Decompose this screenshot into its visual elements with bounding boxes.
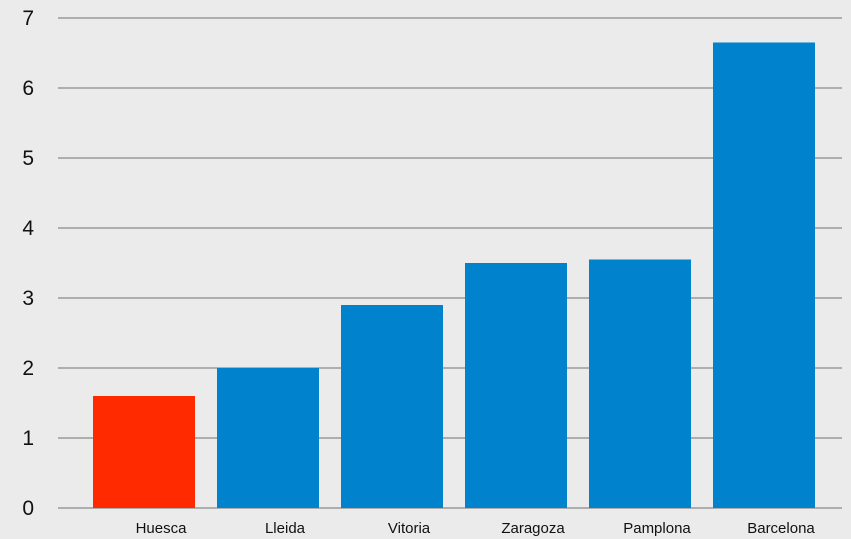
- y-tick-label: 6: [22, 77, 34, 100]
- bar-pamplona: [589, 259, 691, 508]
- bar-zaragoza: [465, 263, 567, 508]
- bar-barcelona: [713, 42, 815, 508]
- y-tick-label: 5: [22, 147, 34, 170]
- bar-lleida: [217, 368, 319, 508]
- x-tick-label-huesca: Huesca: [136, 520, 188, 537]
- x-axis-category-labels: Huesca Lleida Vitoria Zaragoza Pamplona Barce…: [136, 520, 816, 537]
- x-tick-label-vitoria: Vitoria: [388, 520, 431, 537]
- y-tick-label: 2: [22, 357, 34, 380]
- x-tick-label-barcelona: Barcelona: [747, 520, 815, 537]
- y-tick-label: 4: [22, 217, 34, 240]
- x-tick-label-lleida: Lleida: [265, 520, 306, 537]
- bar-vitoria: [341, 305, 443, 508]
- y-axis-tick-labels: 0 1 2 3 4 5 6 7: [22, 7, 34, 520]
- y-tick-label: 7: [22, 7, 34, 30]
- x-tick-label-pamplona: Pamplona: [623, 520, 691, 537]
- y-tick-label: 1: [22, 427, 34, 450]
- bar-huesca: [93, 396, 195, 508]
- bars: [93, 42, 815, 508]
- x-tick-label-zaragoza: Zaragoza: [501, 520, 565, 537]
- y-tick-label: 0: [22, 497, 34, 520]
- y-tick-label: 3: [22, 287, 34, 310]
